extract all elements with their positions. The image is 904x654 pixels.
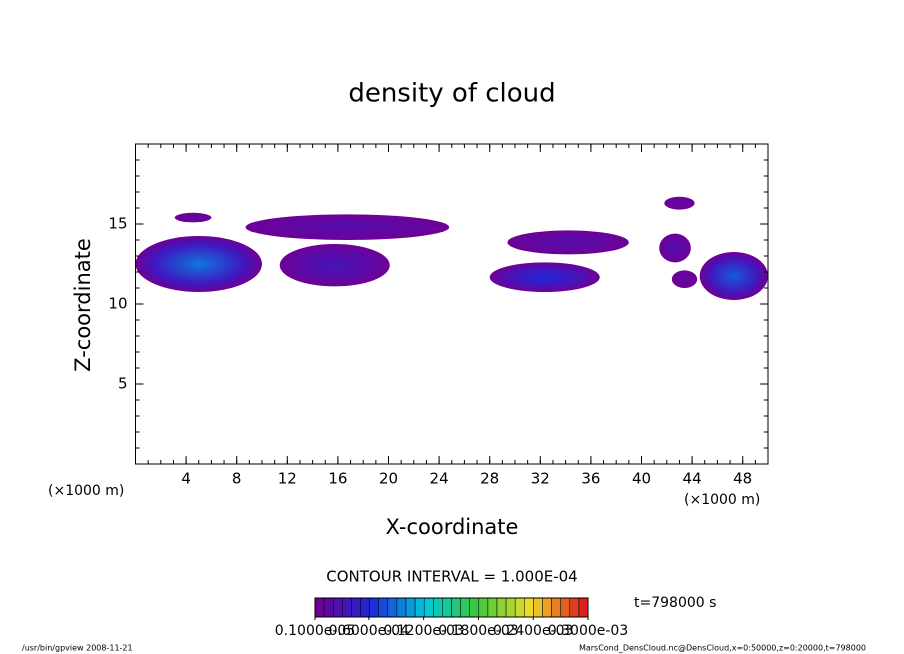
y-tick-label: 5 (118, 375, 128, 393)
cloud (135, 236, 262, 292)
colorbar-frame (314, 597, 589, 618)
x-tick-label: 12 (278, 470, 297, 488)
contour-layer (135, 196, 768, 300)
cloud (671, 270, 698, 289)
colorbar-cell (496, 597, 507, 618)
colorbar-cell (332, 597, 343, 618)
colorbar-cell (378, 597, 389, 618)
colorbar-cell (314, 597, 325, 618)
x-tick-label: 48 (733, 470, 752, 488)
x-unit: (×1000 m) (684, 492, 760, 508)
y-axis-label: Z-coordinate (71, 238, 95, 372)
x-axis-label: X-coordinate (386, 515, 519, 539)
colorbar-tick-label: 0.2400e-03 (493, 623, 573, 639)
time-label: t=798000 s (634, 595, 716, 611)
colorbar-cell (351, 597, 361, 618)
colorbar-cell (451, 597, 461, 618)
colorbar-tick-label: 0.1800e-03 (438, 623, 518, 639)
colorbar-cell (542, 597, 552, 618)
y-unit: (×1000 m) (48, 483, 124, 499)
cloud (489, 262, 600, 293)
colorbar-cell (560, 597, 571, 618)
colorbar-cell (524, 597, 534, 618)
colorbar-cell (396, 597, 407, 618)
colorbar-cell (405, 597, 416, 618)
x-tick-label: 40 (632, 470, 651, 488)
y-tick-label: 10 (108, 295, 127, 313)
cloud (245, 214, 450, 240)
x-tick-label: 36 (581, 470, 600, 488)
colorbar-cell (514, 597, 525, 618)
colorbar-cell (533, 597, 543, 618)
cloud (507, 230, 629, 255)
colorbar-cell (369, 597, 379, 618)
x-tick-label: 16 (328, 470, 347, 488)
colorbar: 0.1000e-050.6000e-040.1200e-030.1800e-03… (275, 597, 628, 639)
colorbar-cell (387, 597, 398, 618)
colorbar-cell (469, 597, 480, 618)
colorbar-tick-label: 0.1000e-05 (275, 623, 355, 639)
y-tick-label: 15 (108, 215, 127, 233)
colorbar-cell (442, 597, 452, 618)
colorbar-cell (433, 597, 443, 618)
colorbar-cell (414, 597, 425, 618)
colorbar-cell (487, 597, 498, 618)
plot-frame (135, 143, 769, 465)
cloud (174, 212, 212, 223)
chart-title: density of cloud (348, 79, 555, 109)
cloud (699, 252, 768, 300)
footer-right: MarsCond_DensCloud.nc@DensCloud,x=0:5000… (579, 644, 866, 653)
colorbar-cell (578, 597, 589, 618)
colorbar-cell (342, 597, 352, 618)
x-tick-label: 32 (531, 470, 550, 488)
x-tick-label: 44 (683, 470, 702, 488)
colorbar-tick-label: 0.3000e-03 (548, 623, 628, 639)
colorbar-tick-label: 0.6000e-04 (329, 623, 410, 639)
x-tick-label: 20 (379, 470, 398, 488)
cloud (279, 244, 390, 287)
colorbar-tick-label: 0.1200e-03 (383, 623, 463, 639)
cloud (659, 233, 691, 263)
cloud (664, 196, 695, 210)
colorbar-cell (551, 597, 561, 618)
x-tick-label: 24 (430, 470, 449, 488)
x-tick-label: 28 (480, 470, 499, 488)
contour-interval: CONTOUR INTERVAL = 1.000E-04 (326, 568, 577, 586)
colorbar-cell (323, 597, 334, 618)
x-tick-label: 8 (232, 470, 242, 488)
colorbar-cell (478, 597, 489, 618)
colorbar-cell (505, 597, 516, 618)
colorbar-cell (460, 597, 470, 618)
colorbar-cell (423, 597, 434, 618)
colorbar-cell (360, 597, 370, 618)
colorbar-cell (569, 597, 580, 618)
x-tick-label: 4 (181, 470, 191, 488)
footer-left: /usr/bin/gpview 2008-11-21 (22, 644, 133, 653)
